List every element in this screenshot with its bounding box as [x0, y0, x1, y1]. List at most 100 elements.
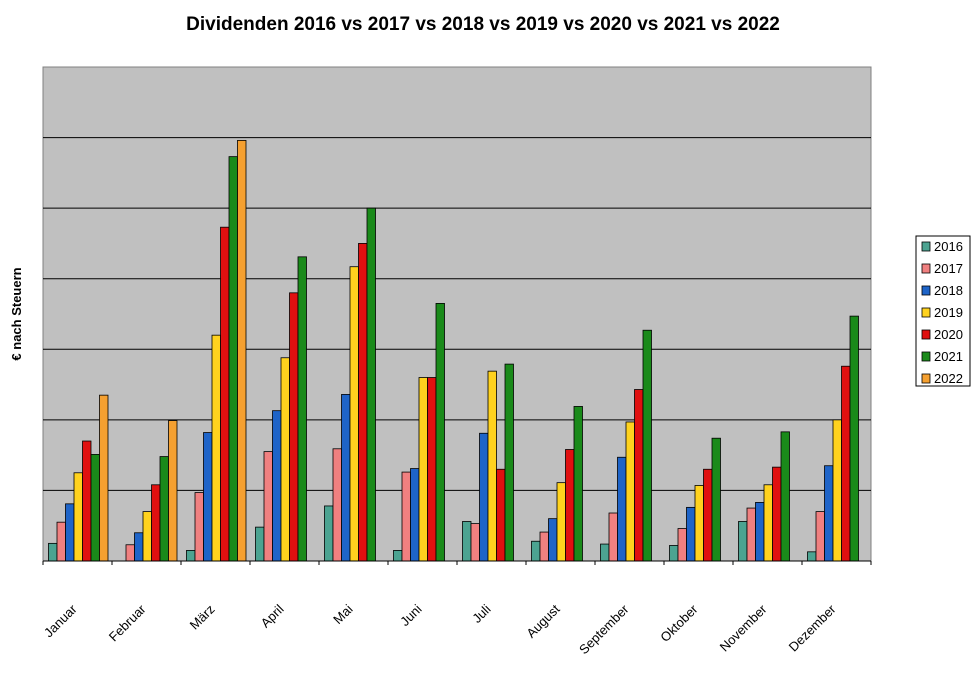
category-label: November: [717, 601, 770, 654]
bar-2016-11: [807, 551, 817, 562]
bar-2020-2: [220, 226, 230, 562]
bar-2020-7: [565, 449, 575, 562]
legend-swatch-2020: [921, 329, 931, 340]
legend-label-2017: 2017: [934, 261, 963, 276]
bar-2021-0: [90, 454, 100, 562]
bar-2017-5: [401, 471, 411, 562]
bar-2018-7: [548, 518, 558, 562]
legend-label-2022: 2022: [934, 371, 963, 386]
bar-2017-0: [56, 521, 66, 562]
category-label: September: [576, 601, 632, 657]
bar-2018-0: [65, 503, 75, 562]
bar-2019-10: [763, 484, 773, 562]
bar-2018-6: [479, 432, 489, 562]
legend-swatch-2016: [921, 241, 931, 252]
legend-label-2018: 2018: [934, 283, 963, 298]
bar-2019-7: [556, 482, 566, 562]
bar-2019-0: [73, 472, 83, 562]
bar-2020-5: [427, 377, 437, 562]
bar-2021-7: [573, 406, 583, 562]
bar-2019-3: [280, 357, 290, 562]
bar-2022-1: [168, 420, 178, 562]
bar-2021-4: [366, 207, 376, 562]
bar-2019-9: [694, 485, 704, 562]
bar-2016-9: [669, 545, 679, 562]
bar-2021-2: [228, 156, 238, 562]
bar-2020-4: [358, 243, 368, 562]
bar-2017-11: [815, 511, 825, 562]
legend-label-2019: 2019: [934, 305, 963, 320]
category-label: Juli: [469, 601, 493, 625]
bar-2019-8: [625, 421, 635, 562]
category-label: Oktober: [657, 601, 701, 645]
category-label: August: [523, 601, 562, 640]
bar-2019-1: [142, 511, 152, 562]
bar-2019-11: [832, 419, 842, 562]
bar-2021-6: [504, 363, 514, 562]
bar-2016-8: [600, 543, 610, 562]
bar-2020-6: [496, 468, 506, 562]
bar-2017-4: [332, 448, 342, 562]
legend-label-2016: 2016: [934, 239, 963, 254]
bar-2019-5: [418, 377, 428, 562]
bar-2018-8: [617, 456, 627, 562]
category-label: Mai: [330, 601, 355, 626]
bar-2017-9: [677, 528, 687, 562]
chart-title: Dividenden 2016 vs 2017 vs 2018 vs 2019 …: [186, 14, 780, 35]
bar-2018-2: [203, 432, 213, 562]
bar-2020-9: [703, 468, 713, 562]
bar-2020-8: [634, 389, 644, 562]
bar-2018-4: [341, 394, 351, 562]
bar-2021-10: [780, 431, 790, 562]
bar-2019-6: [487, 370, 497, 562]
bar-2020-3: [289, 292, 299, 562]
bar-2021-1: [159, 456, 169, 562]
bar-2016-3: [255, 526, 265, 562]
bar-2017-2: [194, 492, 204, 562]
category-label: Juni: [397, 601, 425, 629]
bar-2016-5: [393, 550, 403, 562]
plot-area: [42, 66, 872, 562]
bar-2018-5: [410, 468, 420, 562]
bar-2022-2: [237, 139, 247, 562]
bar-2021-11: [849, 315, 859, 562]
bar-2020-11: [841, 365, 851, 562]
legend-label-2021: 2021: [934, 349, 963, 364]
bar-2019-4: [349, 266, 359, 562]
legend-swatch-2019: [921, 307, 931, 318]
bar-2017-10: [746, 507, 756, 562]
bar-2017-7: [539, 531, 549, 562]
bar-2017-3: [263, 451, 273, 562]
bar-2022-0: [99, 394, 109, 562]
y-axis-label: € nach Steuern: [9, 267, 24, 360]
bar-2018-3: [272, 410, 282, 562]
category-label: April: [258, 601, 287, 630]
legend-swatch-2017: [921, 263, 931, 274]
bar-2018-9: [686, 506, 696, 562]
bar-2017-6: [470, 523, 480, 562]
bar-2020-1: [151, 484, 161, 562]
bar-2019-2: [211, 334, 221, 562]
bar-2016-10: [738, 521, 748, 562]
bar-2021-9: [711, 437, 721, 562]
bar-2017-8: [608, 512, 618, 562]
bar-2018-10: [755, 502, 765, 562]
bar-2016-4: [324, 505, 334, 562]
legend-swatch-2022: [921, 373, 931, 384]
bar-2016-6: [462, 521, 472, 562]
legend-label-2020: 2020: [934, 327, 963, 342]
category-label: Dezember: [786, 601, 839, 654]
bar-2016-7: [531, 540, 541, 562]
grid-lines: [43, 137, 871, 491]
category-labels: Januar Februar März April Mai Juni Juli August S…: [41, 601, 839, 657]
bar-2016-2: [186, 550, 196, 562]
legend-swatch-2018: [921, 285, 931, 296]
x-axis: [42, 560, 872, 565]
bar-2018-11: [824, 465, 834, 562]
bar-2018-1: [134, 532, 144, 562]
bar-2021-3: [297, 256, 307, 562]
category-label: März: [187, 602, 218, 633]
bar-2021-5: [435, 303, 445, 562]
legend: 2016 2017 2018 2019 2020 2021 2022: [915, 235, 971, 387]
